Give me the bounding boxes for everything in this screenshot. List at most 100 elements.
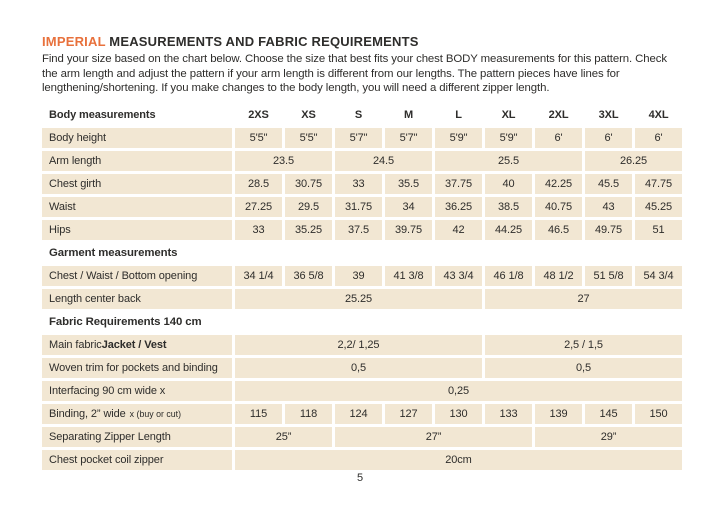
size-header-m: M [403,108,414,121]
value-cell: 37.75 [435,173,482,194]
value-cell: 40.75 [535,196,582,217]
row-label: Chest pocket coil zipper [42,449,232,470]
value-cell: 48 1/2 [535,265,582,286]
value-cell: 29” [535,426,682,447]
value-cell: 115 [235,403,282,424]
row-label: Binding, 2” wide x (buy or cut) [42,403,232,424]
value-cell: 40 [485,173,532,194]
value-cell: 133 [485,403,532,424]
value-cell: 43 [585,196,632,217]
size-header-2xl: 2XL [548,108,569,121]
page-title-rest: MEASUREMENTS AND FABRIC REQUIREMENTS [105,34,419,49]
value-cell: 46 1/8 [485,265,532,286]
value-cell: 0,25 [235,380,682,401]
value-cell: 0,5 [485,357,682,378]
size-header-s: S [354,108,363,121]
value-cell: 5'5" [235,127,282,148]
row-label: Waist [42,196,232,217]
value-cell: 118 [285,403,332,424]
row-label-part: Binding, 2” wide [49,407,126,420]
value-cell: 27.25 [235,196,282,217]
value-cell: 36.25 [435,196,482,217]
row-label-part: x (buy or cut) [129,408,182,419]
value-cell: 45.5 [585,173,632,194]
table-row: Body height 5'5" 5'5" 5'7" 5'7" 5'9" 5'9" 6' 6' 6… [42,127,682,148]
table-row: Length center back 25.25 27 [42,288,682,309]
value-cell: 45.25 [635,196,682,217]
row-label: Body height [42,127,232,148]
table-header-row: Body measurements 2XS XS S M L XL 2XL 3XL 4XL [42,105,682,125]
value-cell: 34 [385,196,432,217]
value-cell: 6' [535,127,582,148]
row-label: Length center back [42,288,232,309]
value-cell: 5'9" [435,127,482,148]
value-cell: 33 [235,219,282,240]
page-title: IMPERIAL MEASUREMENTS AND FABRIC REQUIRE… [42,34,682,49]
value-cell: 35.5 [385,173,432,194]
table-row: Woven trim for pockets and binding 0,5 0,5 [42,357,682,378]
value-cell: 43 3/4 [435,265,482,286]
value-cell: 39.75 [385,219,432,240]
value-cell: 6' [585,127,632,148]
section-header: Garment measurements [42,242,682,263]
value-cell: 30.75 [285,173,332,194]
value-cell: 5'5" [285,127,332,148]
page-number: 5 [356,472,364,484]
row-label: Interfacing 90 cm wide x [42,380,232,401]
row-label: Separating Zipper Length [42,426,232,447]
value-cell: 2,5 / 1,5 [485,334,682,355]
value-cell: 42 [435,219,482,240]
value-cell: 130 [435,403,482,424]
value-cell: 29.5 [285,196,332,217]
value-cell: 24.5 [335,150,432,171]
measurements-table: Body measurements 2XS XS S M L XL 2XL 3XL 4XL Body… [42,105,682,470]
value-cell: 42.25 [535,173,582,194]
value-cell: 31.75 [335,196,382,217]
value-cell: 46.5 [535,219,582,240]
table-row: Arm length 23.5 24.5 25.5 26.25 [42,150,682,171]
table-row: Chest girth 28.5 30.75 33 35.5 37.75 40 42.25 45… [42,173,682,194]
row-label: Main fabric Jacket / Vest [42,334,232,355]
value-cell: 27 [485,288,682,309]
value-cell: 33 [335,173,382,194]
section-row: Fabric Requirements 140 cm [42,311,682,332]
table-row: Binding, 2” wide x (buy or cut) 115 118 124… [42,403,682,424]
value-cell: 51 [635,219,682,240]
value-cell: 2,2/ 1,25 [235,334,482,355]
table-row: Chest / Waist / Bottom opening 34 1/4 36 5… [42,265,682,286]
table-row: Hips 33 35.25 37.5 39.75 42 44.25 46.5 49.75 51 [42,219,682,240]
size-header-4xl: 4XL [648,108,669,121]
row-label: Hips [42,219,232,240]
intro-paragraph: Find your size based on the chart below.… [42,53,667,95]
value-cell: 127 [385,403,432,424]
section-row: Garment measurements [42,242,682,263]
content-area: IMPERIAL MEASUREMENTS AND FABRIC REQUIRE… [42,34,682,473]
value-cell: 25.5 [435,150,582,171]
row-label: Woven trim for pockets and binding [42,357,232,378]
table-row: Interfacing 90 cm wide x 0,25 [42,380,682,401]
table-row: Chest pocket coil zipper 20cm [42,449,682,470]
value-cell: 49.75 [585,219,632,240]
row-label: Arm length [42,150,232,171]
page-title-highlight: IMPERIAL [42,34,106,49]
row-label-part: Main fabric [49,338,102,351]
table-row: Separating Zipper Length 25” 27” 29” [42,426,682,447]
value-cell: 34 1/4 [235,265,282,286]
size-header-3xl: 3XL [598,108,619,121]
value-cell: 145 [585,403,632,424]
size-header-xl: XL [501,108,516,121]
value-cell: 150 [635,403,682,424]
value-cell: 23.5 [235,150,332,171]
value-cell: 51 5/8 [585,265,632,286]
value-cell: 37.5 [335,219,382,240]
size-header-xs: XS [301,108,316,121]
value-cell: 25.25 [235,288,482,309]
value-cell: 139 [535,403,582,424]
value-cell: 47.75 [635,173,682,194]
value-cell: 5'7" [335,127,382,148]
value-cell: 38.5 [485,196,532,217]
size-header-2xs: 2XS [248,108,269,121]
value-cell: 44.25 [485,219,532,240]
row-label: Chest / Waist / Bottom opening [42,265,232,286]
